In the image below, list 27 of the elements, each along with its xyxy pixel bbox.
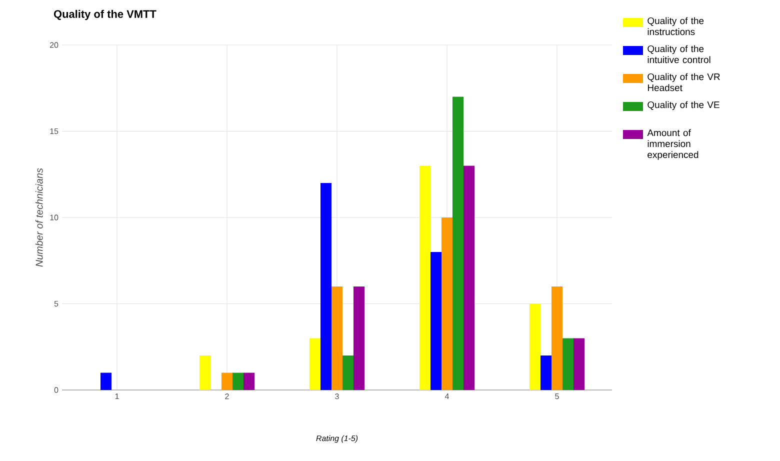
bar <box>354 286 364 390</box>
bar <box>200 356 210 390</box>
bar <box>232 372 244 390</box>
bar <box>540 356 552 390</box>
legend-label: Amount of immersion experienced <box>647 129 698 160</box>
bar <box>420 166 430 390</box>
bar <box>530 304 540 390</box>
chart-title: Quality of the VMTT <box>54 10 156 20</box>
legend-label: Quality of the instructions <box>648 17 704 36</box>
bar <box>332 286 342 390</box>
bar <box>552 286 562 390</box>
bar <box>320 182 332 390</box>
bar <box>244 372 254 390</box>
bar <box>442 217 452 390</box>
y-axis-title: Number of technicians <box>35 168 43 267</box>
bar <box>222 372 232 390</box>
legend-label: Quality of the VE <box>648 101 720 110</box>
bar <box>342 356 354 390</box>
bar <box>100 372 112 390</box>
bar <box>310 338 320 390</box>
bar <box>574 338 584 390</box>
bar <box>562 338 574 390</box>
bar <box>430 252 442 390</box>
bar <box>464 166 474 390</box>
bar <box>452 96 464 390</box>
legend-label: Quality of the intuitive control <box>648 45 710 64</box>
legend-label: Quality of the VR Headset <box>648 73 720 92</box>
